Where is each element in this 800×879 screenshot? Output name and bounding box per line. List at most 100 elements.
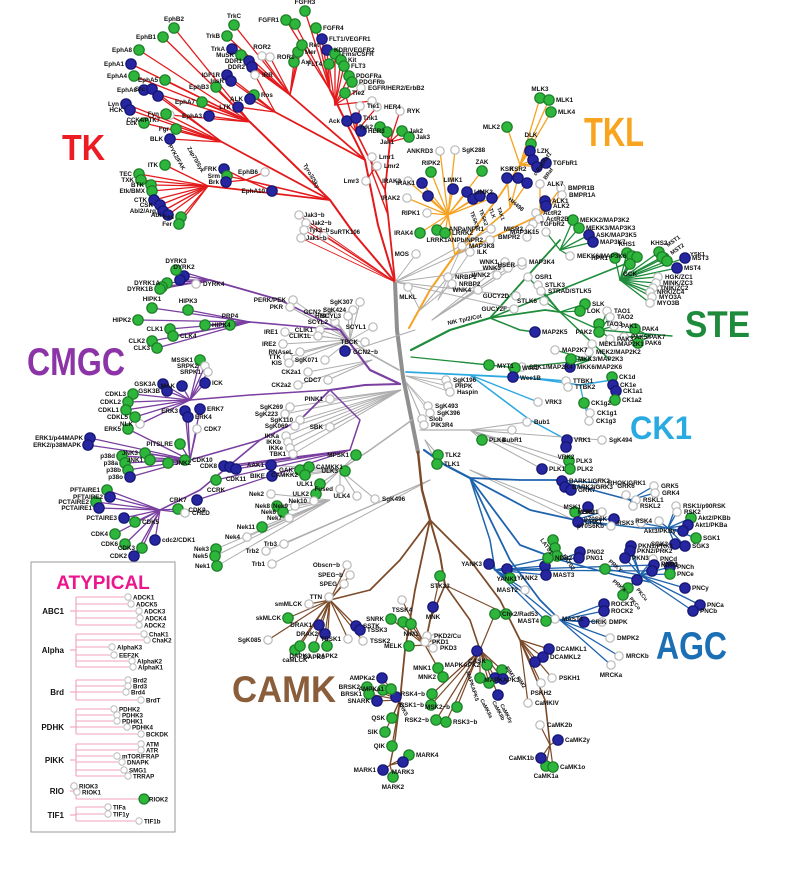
svg-text:MAP2K7: MAP2K7: [562, 347, 588, 354]
svg-text:PNC0: PNC0: [661, 561, 678, 568]
svg-text:ChaK2: ChaK2: [152, 638, 172, 645]
svg-text:ANPa/NPR1: ANPa/NPR1: [449, 226, 485, 233]
svg-text:SMG1: SMG1: [129, 768, 147, 775]
svg-text:VRK3: VRK3: [545, 399, 562, 406]
svg-text:Akt1/PKBa: Akt1/PKBa: [695, 522, 728, 529]
svg-text:SNARK: SNARK: [348, 698, 371, 705]
svg-text:MAP3K15: MAP3K15: [510, 229, 540, 236]
svg-text:SEK1/MAP2K4: SEK1/MAP2K4: [529, 364, 573, 371]
svg-text:PAK1: PAK1: [621, 323, 638, 330]
svg-text:ADCK1: ADCK1: [133, 595, 155, 602]
svg-text:ERK1/p44MAPK: ERK1/p44MAPK: [35, 435, 83, 442]
svg-text:MAST1: MAST1: [562, 616, 584, 623]
svg-text:DMPK2: DMPK2: [617, 635, 640, 642]
svg-text:CDKL2: CDKL2: [100, 399, 121, 406]
svg-text:IRAK1: IRAK1: [396, 180, 415, 187]
svg-text:PKD2/Cu: PKD2/Cu: [434, 633, 461, 640]
svg-text:MYO3A: MYO3A: [659, 294, 682, 301]
svg-text:TAK1: TAK1: [495, 207, 505, 222]
svg-text:ULK4: ULK4: [334, 493, 351, 500]
svg-text:SgK493: SgK493: [435, 403, 459, 410]
svg-text:SNRK: SNRK: [366, 616, 384, 623]
svg-text:WNK2: WNK2: [471, 272, 490, 279]
svg-text:BARK2/GRK3: BARK2/GRK3: [572, 484, 613, 491]
svg-text:MuSK: MuSK: [216, 52, 234, 59]
svg-text:DDR1: DDR1: [225, 58, 243, 65]
svg-text:RIOK2: RIOK2: [149, 797, 168, 804]
svg-text:PERK/PEK: PERK/PEK: [254, 297, 287, 304]
svg-text:OSR1: OSR1: [535, 274, 553, 281]
svg-text:CHK1: CHK1: [585, 519, 603, 526]
svg-text:Trb1: Trb1: [252, 561, 266, 568]
svg-text:ATM: ATM: [146, 742, 159, 749]
svg-text:Nek6: Nek6: [261, 509, 277, 516]
svg-text:BRSK2: BRSK2: [339, 684, 361, 691]
svg-text:Mer: Mer: [305, 49, 317, 56]
svg-text:LKB1: LKB1: [582, 509, 599, 516]
svg-text:CK1g2: CK1g2: [591, 400, 611, 407]
svg-text:PITSLRE: PITSLRE: [146, 441, 173, 448]
svg-text:Slob: Slob: [429, 416, 443, 423]
svg-text:TKL: TKL: [584, 109, 644, 155]
svg-text:TAO1: TAO1: [614, 308, 631, 315]
svg-text:RIPK2: RIPK2: [422, 160, 441, 167]
svg-text:PFTAIRE2: PFTAIRE2: [73, 494, 103, 501]
svg-text:PAK5/PAK7: PAK5/PAK7: [631, 334, 666, 341]
svg-text:Fer: Fer: [162, 221, 172, 228]
svg-text:RHOK/GRK1: RHOK/GRK1: [608, 480, 646, 487]
svg-text:ULK2: ULK2: [293, 491, 310, 498]
svg-text:ILK: ILK: [477, 249, 488, 256]
svg-text:TAO2: TAO2: [617, 314, 634, 321]
svg-text:PLK4: PLK4: [489, 437, 506, 444]
svg-text:DYRK1A: DYRK1A: [134, 280, 160, 287]
svg-text:TBCK: TBCK: [341, 339, 359, 346]
svg-text:MISR2: MISR2: [504, 226, 524, 233]
svg-text:ICK: ICK: [212, 380, 223, 387]
svg-text:TIF1: TIF1: [48, 811, 65, 820]
svg-text:ERK7: ERK7: [207, 406, 224, 413]
svg-text:CK1g3: CK1g3: [596, 418, 616, 425]
svg-text:FLT4: FLT4: [307, 61, 322, 68]
svg-text:ERK4: ERK4: [195, 414, 212, 421]
svg-text:CDK7: CDK7: [204, 426, 222, 433]
svg-text:SPEG: SPEG: [320, 581, 338, 588]
svg-text:CDK3: CDK3: [118, 545, 136, 552]
svg-text:SgK085: SgK085: [238, 637, 262, 644]
svg-text:RSK1~b: RSK1~b: [400, 702, 424, 709]
svg-text:TSSK2: TSSK2: [370, 638, 391, 645]
svg-text:GCN2~b: GCN2~b: [353, 349, 378, 356]
svg-text:MRCKb: MRCKb: [626, 653, 649, 660]
svg-text:DLK: DLK: [525, 132, 538, 139]
svg-text:IKKa: IKKa: [265, 433, 280, 440]
svg-text:Nek3: Nek3: [194, 546, 210, 553]
svg-text:RSK1/p90RSK: RSK1/p90RSK: [683, 503, 726, 510]
svg-text:Nek8: Nek8: [255, 503, 271, 510]
svg-text:SgK396: SgK396: [437, 410, 461, 417]
svg-text:IRE2: IRE2: [262, 341, 276, 348]
svg-text:MARK4: MARK4: [416, 752, 439, 759]
svg-text:Nek2: Nek2: [249, 491, 265, 498]
svg-text:NRBP2: NRBP2: [459, 281, 481, 288]
svg-text:CSK: CSK: [140, 202, 154, 209]
svg-text:CK1a2: CK1a2: [622, 397, 642, 404]
svg-text:Jak1~b: Jak1~b: [306, 236, 327, 242]
svg-text:AGC: AGC: [656, 625, 727, 668]
svg-text:PKN2/PRK2: PKN2/PRK2: [637, 548, 673, 555]
svg-text:GRK6: GRK6: [617, 483, 635, 490]
svg-text:DCAMKL1: DCAMKL1: [556, 646, 587, 653]
svg-text:KDR/VEGFR2: KDR/VEGFR2: [334, 47, 375, 54]
svg-text:SRPK1: SRPK1: [180, 369, 201, 376]
svg-text:ITK: ITK: [148, 162, 159, 169]
svg-text:MNK1: MNK1: [413, 665, 431, 672]
svg-text:Fgr: Fgr: [159, 126, 170, 133]
svg-text:PAK4: PAK4: [642, 326, 659, 333]
svg-text:CRK7: CRK7: [169, 497, 187, 504]
svg-text:AlphaK3: AlphaK3: [117, 645, 143, 652]
svg-text:STRAD/STLK5: STRAD/STLK5: [548, 288, 592, 295]
svg-text:PNG1: PNG1: [586, 555, 604, 562]
svg-text:MLK1: MLK1: [556, 97, 574, 104]
svg-text:EEF2K: EEF2K: [119, 653, 139, 660]
svg-text:PNCa: PNCa: [707, 602, 724, 609]
svg-text:RSKL1: RSKL1: [643, 497, 664, 504]
svg-text:MSK2: MSK2: [578, 509, 596, 516]
